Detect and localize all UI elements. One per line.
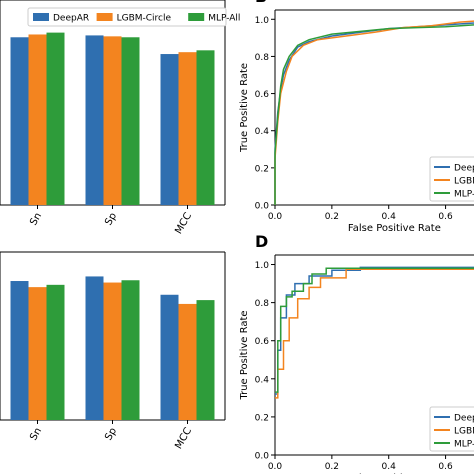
roc-legend-label-1-1: LGBM <box>454 177 474 187</box>
roc-legend-label-1-2: MLP-A <box>454 190 474 200</box>
bar-legend-swatch-0 <box>33 13 49 21</box>
y-axis-label-1: True Positive Rate <box>239 63 250 153</box>
y-tick-label-1-5: 1.0 <box>255 16 270 26</box>
bar-legend-box <box>27 7 227 27</box>
y-tick-label-3-0: 0.0 <box>255 452 270 462</box>
bar-0-Sn-DeepAR <box>10 37 29 205</box>
x-tick-label-1-1: 0.2 <box>325 212 339 222</box>
y-tick-label-3-5: 1.0 <box>255 261 270 271</box>
y-tick-label-1-3: 0.6 <box>255 90 270 100</box>
bar-0-MCC-LGBM-Circle <box>178 52 197 205</box>
bar-legend-swatch-1 <box>96 13 113 21</box>
x-tick-label-2-2: MCC <box>173 426 194 451</box>
bar-0-MCC-DeepAR <box>160 54 179 205</box>
x-tick-label-1-3: 0.6 <box>438 212 453 222</box>
y-tick-label-3-1: 0.2 <box>255 413 269 423</box>
x-tick-label-1-2: 0.4 <box>382 212 397 222</box>
x-tick-label-1-0: 0.0 <box>268 212 283 222</box>
x-tick-label-0-1: Sp <box>103 211 119 228</box>
x-tick-label-3-0: 0.0 <box>268 462 283 472</box>
x-tick-label-2-1: Sp <box>103 426 119 443</box>
roc-line-3-LGBM-Circle <box>275 268 474 399</box>
panel-letter-1: B <box>255 0 267 6</box>
x-tick-label-2-0: Sn <box>28 426 44 442</box>
bar-2-MCC-MLP-All <box>196 300 215 420</box>
bar-2-Sp-LGBM-Circle <box>103 282 122 420</box>
bar-0-Sn-LGBM-Circle <box>28 34 47 206</box>
bar-2-Sn-DeepAR <box>10 281 29 420</box>
x-tick-label-3-2: 0.4 <box>382 462 397 472</box>
bar-0-Sp-DeepAR <box>85 35 104 206</box>
x-tick-label-3-3: 0.6 <box>438 462 453 472</box>
y-tick-label-1-4: 0.8 <box>255 53 270 63</box>
bar-2-Sn-MLP-All <box>46 284 65 420</box>
roc-legend-label-3-0: Deep <box>454 414 474 424</box>
bar-0-MCC-MLP-All <box>196 50 215 206</box>
x-axis-label-1: False Positive Rate <box>348 223 441 234</box>
bar-2-MCC-DeepAR <box>160 294 179 420</box>
roc-line-1-MLP-All <box>274 24 474 205</box>
bar-2-Sp-MLP-All <box>121 280 140 420</box>
bar-0-Sn-MLP-All <box>46 32 65 206</box>
roc-legend-label-3-2: MLP- <box>454 440 474 450</box>
y-tick-label-3-3: 0.6 <box>255 337 270 347</box>
roc-legend-box-1 <box>429 156 474 202</box>
bar-2-Sn-LGBM-Circle <box>28 287 47 420</box>
bar-legend-label-1: LGBM-Circle <box>117 14 172 24</box>
y-tick-label-1-2: 0.4 <box>255 127 270 137</box>
roc-legend-label-3-1: LGBM <box>454 427 474 437</box>
bar-legend-label-0: DeepAR <box>53 14 89 24</box>
panel-letter-3: D <box>255 232 268 251</box>
bar-0-Sp-MLP-All <box>121 37 140 205</box>
x-tick-label-0-0: Sn <box>28 211 44 227</box>
bar-legend-label-2: MLP-All <box>208 14 240 24</box>
roc-line-3-MLP-All <box>275 267 474 393</box>
bar-legend-swatch-2 <box>188 13 205 21</box>
roc-legend-box-3 <box>429 406 474 452</box>
bar-2-Sp-DeepAR <box>85 276 104 420</box>
roc-line-3-DeepAR <box>275 266 474 395</box>
y-tick-label-1-1: 0.2 <box>255 164 269 174</box>
y-axis-label-3: True Positive Rate <box>239 310 250 400</box>
bar-0-Sp-LGBM-Circle <box>103 36 122 205</box>
y-tick-label-3-4: 0.8 <box>255 299 270 309</box>
y-tick-label-3-2: 0.4 <box>255 375 270 385</box>
x-tick-label-0-2: MCC <box>173 211 194 236</box>
y-tick-label-1-0: 0.0 <box>255 202 270 212</box>
x-tick-label-3-1: 0.2 <box>325 462 339 472</box>
bar-2-MCC-LGBM-Circle <box>178 303 197 420</box>
roc-legend-label-1-0: Deep <box>454 164 474 174</box>
